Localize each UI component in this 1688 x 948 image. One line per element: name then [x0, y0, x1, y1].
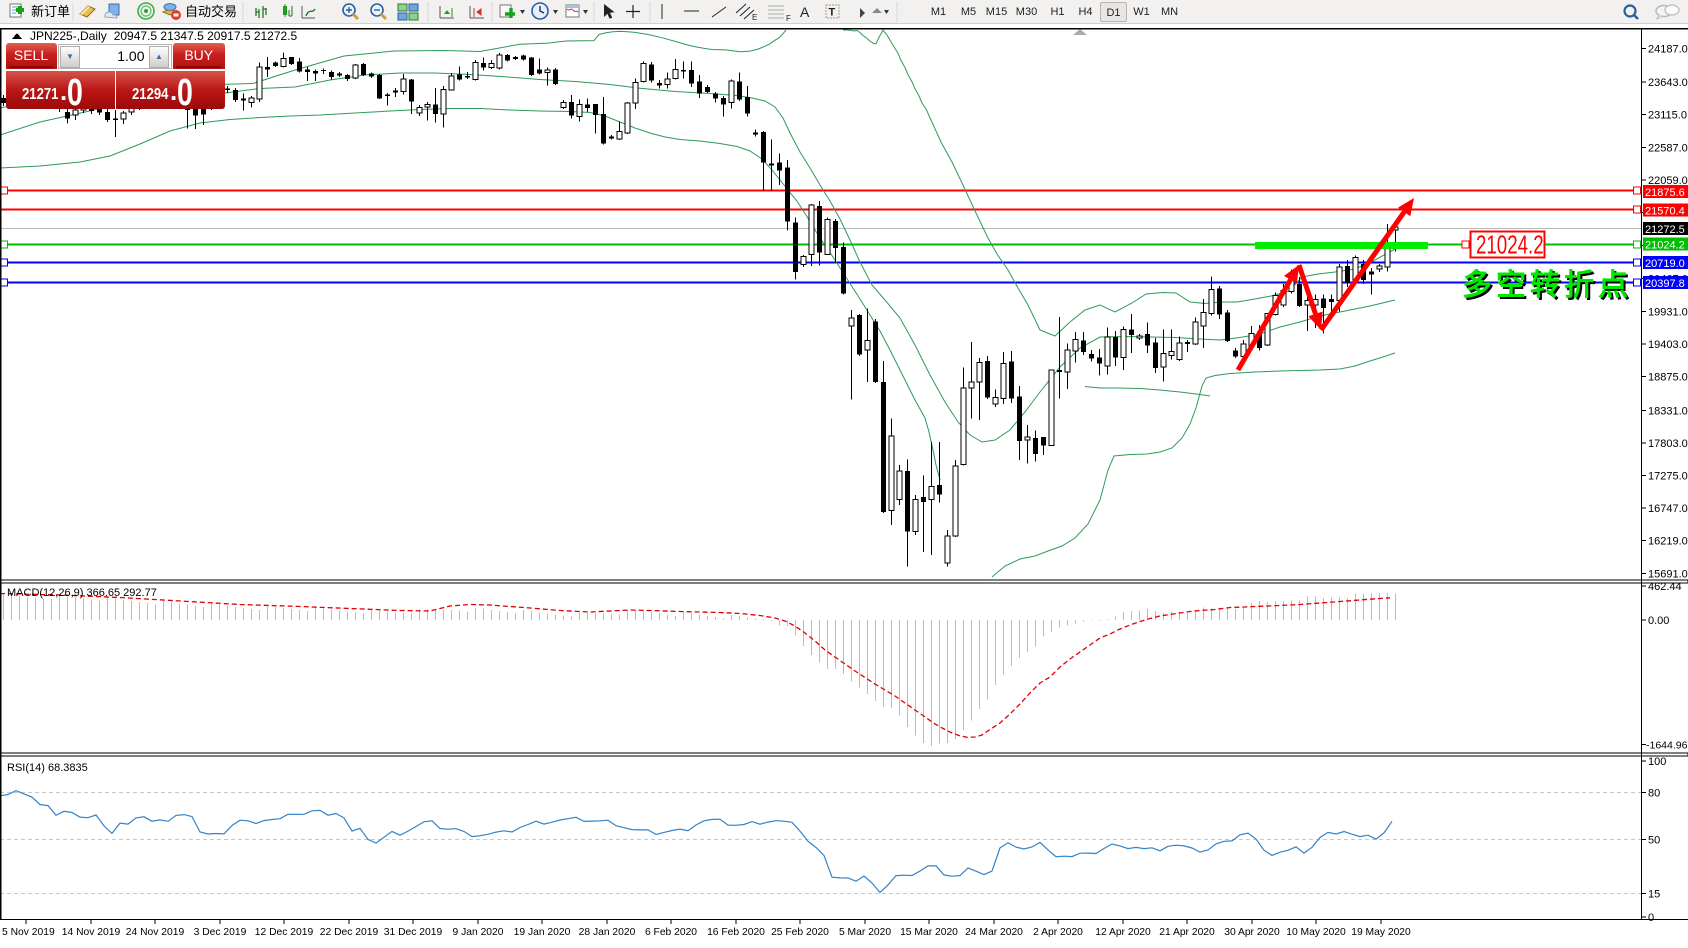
svg-text:18331.0: 18331.0	[1648, 405, 1688, 417]
svg-text:24 Nov 2019: 24 Nov 2019	[126, 927, 185, 938]
svg-text:5 Nov 2019: 5 Nov 2019	[2, 927, 55, 938]
svg-text:自动交易: 自动交易	[185, 4, 237, 19]
svg-text:15691.0: 15691.0	[1648, 568, 1688, 580]
svg-text:22587.0: 22587.0	[1648, 142, 1688, 154]
svg-text:21 Apr 2020: 21 Apr 2020	[1159, 927, 1215, 938]
svg-text:多空转折点: 多空转折点	[1462, 269, 1628, 302]
svg-text:F: F	[786, 14, 791, 23]
svg-text:28 Jan 2020: 28 Jan 2020	[579, 927, 636, 938]
svg-text:24187.0: 24187.0	[1648, 44, 1688, 56]
svg-text:E: E	[752, 13, 757, 22]
svg-text:22059.0: 22059.0	[1648, 175, 1688, 187]
svg-text:23115.0: 23115.0	[1648, 110, 1687, 122]
svg-text:80: 80	[1648, 788, 1660, 800]
svg-text:22 Dec 2019: 22 Dec 2019	[320, 927, 379, 938]
svg-text:19 May 2020: 19 May 2020	[1351, 927, 1411, 938]
svg-text:新订单: 新订单	[31, 4, 70, 19]
svg-text:21024.2: 21024.2	[1645, 239, 1685, 251]
svg-text:16747.0: 16747.0	[1648, 503, 1688, 515]
svg-text:31 Dec 2019: 31 Dec 2019	[384, 927, 443, 938]
svg-text:5 Mar 2020: 5 Mar 2020	[839, 927, 891, 938]
svg-text:21024.2: 21024.2	[1476, 229, 1544, 259]
svg-text:18875.0: 18875.0	[1648, 372, 1688, 384]
svg-text:21272.5: 21272.5	[1645, 224, 1685, 236]
svg-text:19931.0: 19931.0	[1648, 307, 1688, 319]
svg-text:15 Mar 2020: 15 Mar 2020	[900, 927, 958, 938]
svg-text:多空转折点: 多空转折点	[1464, 271, 1630, 304]
svg-text:50: 50	[1648, 835, 1660, 847]
svg-text:16219.0: 16219.0	[1648, 536, 1688, 548]
svg-text:15: 15	[1648, 889, 1660, 901]
svg-text:21570.4: 21570.4	[1645, 206, 1685, 218]
svg-text:A: A	[800, 4, 810, 20]
svg-text:24 Mar 2020: 24 Mar 2020	[965, 927, 1023, 938]
svg-text:19403.0: 19403.0	[1648, 339, 1688, 351]
svg-text:30 Apr 2020: 30 Apr 2020	[1224, 927, 1280, 938]
svg-text:19 Jan 2020: 19 Jan 2020	[514, 927, 571, 938]
svg-text:-1644.96: -1644.96	[1646, 739, 1688, 751]
svg-text:T: T	[829, 7, 836, 19]
svg-text:10 May 2020: 10 May 2020	[1286, 927, 1346, 938]
svg-text:2 Apr 2020: 2 Apr 2020	[1033, 927, 1083, 938]
svg-text:17275.0: 17275.0	[1648, 471, 1688, 483]
svg-text:12 Dec 2019: 12 Dec 2019	[255, 927, 314, 938]
svg-text:21875.6: 21875.6	[1645, 187, 1685, 199]
svg-text:3 Dec 2019: 3 Dec 2019	[194, 927, 247, 938]
svg-text:25 Feb 2020: 25 Feb 2020	[771, 927, 829, 938]
svg-text:0.00: 0.00	[1648, 615, 1669, 627]
svg-text:12 Apr 2020: 12 Apr 2020	[1095, 927, 1151, 938]
svg-text:16 Feb 2020: 16 Feb 2020	[707, 927, 765, 938]
svg-text:6 Feb 2020: 6 Feb 2020	[645, 927, 697, 938]
svg-text:20397.8: 20397.8	[1645, 278, 1685, 290]
svg-text:14 Nov 2019: 14 Nov 2019	[62, 927, 121, 938]
svg-text:9 Jan 2020: 9 Jan 2020	[453, 927, 504, 938]
svg-text:MACD(12,26,9) 366.65 292.77: MACD(12,26,9) 366.65 292.77	[7, 587, 157, 599]
svg-text:23643.0: 23643.0	[1648, 77, 1688, 89]
svg-text:20719.0: 20719.0	[1645, 258, 1685, 270]
svg-text:17803.0: 17803.0	[1648, 438, 1688, 450]
svg-text:RSI(14) 68.3835: RSI(14) 68.3835	[7, 762, 88, 774]
svg-text:462.44: 462.44	[1648, 581, 1682, 593]
svg-text:0: 0	[1648, 912, 1654, 924]
svg-text:100: 100	[1648, 756, 1666, 768]
